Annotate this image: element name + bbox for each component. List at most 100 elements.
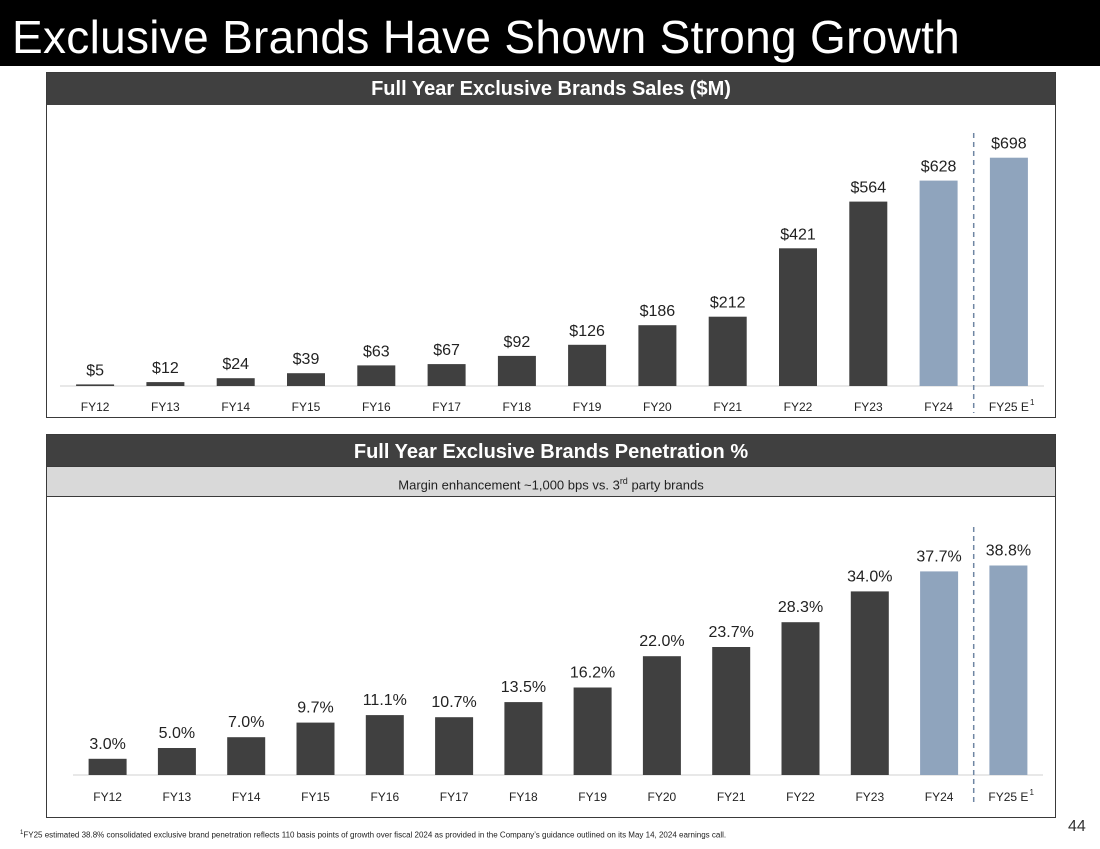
penetration-tick-label: FY22 [786,790,815,804]
sales-data-label: $92 [504,334,531,351]
penetration-bar-fy19 [573,687,612,775]
penetration-data-label: 16.2% [570,665,615,682]
slide-title: Exclusive Brands Have Shown Strong Growt… [12,11,961,63]
sales-data-label: $5 [86,362,104,379]
penetration-data-label: 38.8% [986,543,1031,560]
sales-data-label: $698 [991,136,1027,153]
penetration-tick-label: FY19 [578,790,607,804]
sales-data-label: $63 [363,343,390,360]
sales-bar-fy21 [708,316,747,386]
sales-tick-label: FY18 [503,400,532,414]
page-number: 44 [1068,818,1086,835]
penetration-bar-fy20 [642,656,681,775]
penetration-bar-fy21 [712,647,751,775]
penetration-tick-label: FY20 [648,790,677,804]
penetration-data-label: 22.0% [639,633,684,650]
subtitle-text-start: Margin enhancement ~1,000 bps vs. 3 [398,477,620,493]
sales-bar-chart: $5 FY12 $12 FY13 $24 FY14 $39 FY15 $63 FY16 $67 FY1… [60,133,1044,414]
sales-bar-fy24 [919,180,958,386]
penetration-tick-label: FY25 E [988,790,1028,804]
sales-data-label: $186 [640,303,676,320]
sales-tick-label: FY17 [432,400,461,414]
sales-chart-title: Full Year Exclusive Brands Sales ($M) [47,73,1055,105]
sales-tick-label: FY16 [362,400,391,414]
penetration-bar-fy23 [850,591,889,775]
penetration-tick-label: FY16 [370,790,399,804]
sales-tick-label: FY12 [81,400,110,414]
sales-tick-label: FY23 [854,400,883,414]
penetration-bar-fy22 [781,622,820,775]
penetration-tick-label: FY14 [232,790,261,804]
sales-bar-fy23 [849,201,888,386]
penetration-bar-fy25-e [989,565,1028,775]
penetration-data-label: 23.7% [709,624,754,641]
penetration-chart-panel: Full Year Exclusive Brands Penetration %… [46,434,1056,818]
sales-tick-label: FY24 [924,400,953,414]
penetration-bar-fy15 [296,722,335,775]
footnote-mark: 1 [20,830,24,836]
subtitle-superscript: rd [619,476,628,486]
sales-data-label: $421 [780,226,816,243]
sales-bar-fy13 [146,382,185,386]
penetration-data-label: 5.0% [159,725,195,742]
penetration-data-label: 11.1% [363,692,407,709]
sales-chart-panel: Full Year Exclusive Brands Sales ($M) $5… [46,72,1056,418]
footnote-text: FY25 estimated 38.8% consolidated exclus… [23,830,727,840]
penetration-bar-fy13 [157,748,196,775]
sales-bar-fy25-e [989,157,1028,386]
penetration-bar-fy24 [920,571,959,775]
sales-data-label: $564 [851,180,887,197]
penetration-data-label: 13.5% [501,679,546,696]
sales-data-label: $212 [710,295,746,312]
sales-tick-label: FY19 [573,400,602,414]
sales-bar-fy19 [568,344,607,386]
sales-bar-fy16 [357,365,396,386]
sales-data-label: $24 [222,356,249,373]
sales-tick-label: FY20 [643,400,672,414]
sales-tick-label: FY15 [292,400,321,414]
sales-bar-fy12 [76,384,115,386]
penetration-data-label: 34.0% [847,568,892,585]
penetration-tick-label: FY12 [93,790,122,804]
sales-bar-fy22 [779,248,817,386]
penetration-tick-label: FY24 [925,790,954,804]
sales-tick-label: FY22 [784,400,813,414]
subtitle-text-end: party brands [627,477,704,493]
penetration-bar-fy16 [365,715,404,775]
penetration-tick-label: FY23 [855,790,884,804]
sales-tick-label: FY25 E [989,400,1029,414]
sales-tick-label: FY21 [713,400,742,414]
sales-tick-label: FY14 [221,400,250,414]
sales-bar-fy20 [638,325,677,386]
penetration-bar-chart: 3.0% FY12 5.0% FY13 7.0% FY14 9.7% FY15 11.1% FY1… [73,527,1043,804]
penetration-chart-subtitle: Margin enhancement ~1,000 bps vs. 3rd pa… [47,466,1055,497]
penetration-data-label: 3.0% [89,736,125,753]
sales-data-label: $39 [293,351,320,368]
sales-data-label: $67 [433,342,460,359]
penetration-data-label: 10.7% [431,694,476,711]
sales-bar-fy15 [287,373,325,386]
footnote: 1FY25 estimated 38.8% consolidated exclu… [20,830,726,840]
sales-data-label: $628 [921,159,957,176]
penetration-tick-label: FY13 [163,790,192,804]
penetration-tick-label: FY21 [717,790,746,804]
sales-tick-label: FY13 [151,400,180,414]
penetration-tick-label: FY18 [509,790,538,804]
sales-data-label: $126 [569,323,605,340]
penetration-tick-label: FY17 [440,790,469,804]
penetration-tick-label: FY15 [301,790,330,804]
penetration-bar-fy18 [504,702,543,775]
penetration-data-label: 28.3% [778,599,823,616]
penetration-bar-fy17 [435,717,474,775]
sales-bar-fy14 [216,378,255,386]
penetration-bar-fy12 [88,758,127,775]
slide-title-bar: Exclusive Brands Have Shown Strong Growt… [0,0,1100,66]
sales-tick-superscript: 1 [1030,398,1035,407]
sales-data-label: $12 [152,360,179,377]
penetration-chart-title: Full Year Exclusive Brands Penetration % [47,435,1055,467]
penetration-tick-superscript: 1 [1030,788,1035,797]
penetration-data-label: 37.7% [916,548,961,565]
penetration-data-label: 7.0% [228,714,264,731]
penetration-bar-fy14 [227,737,266,775]
sales-bar-fy17 [427,364,466,386]
